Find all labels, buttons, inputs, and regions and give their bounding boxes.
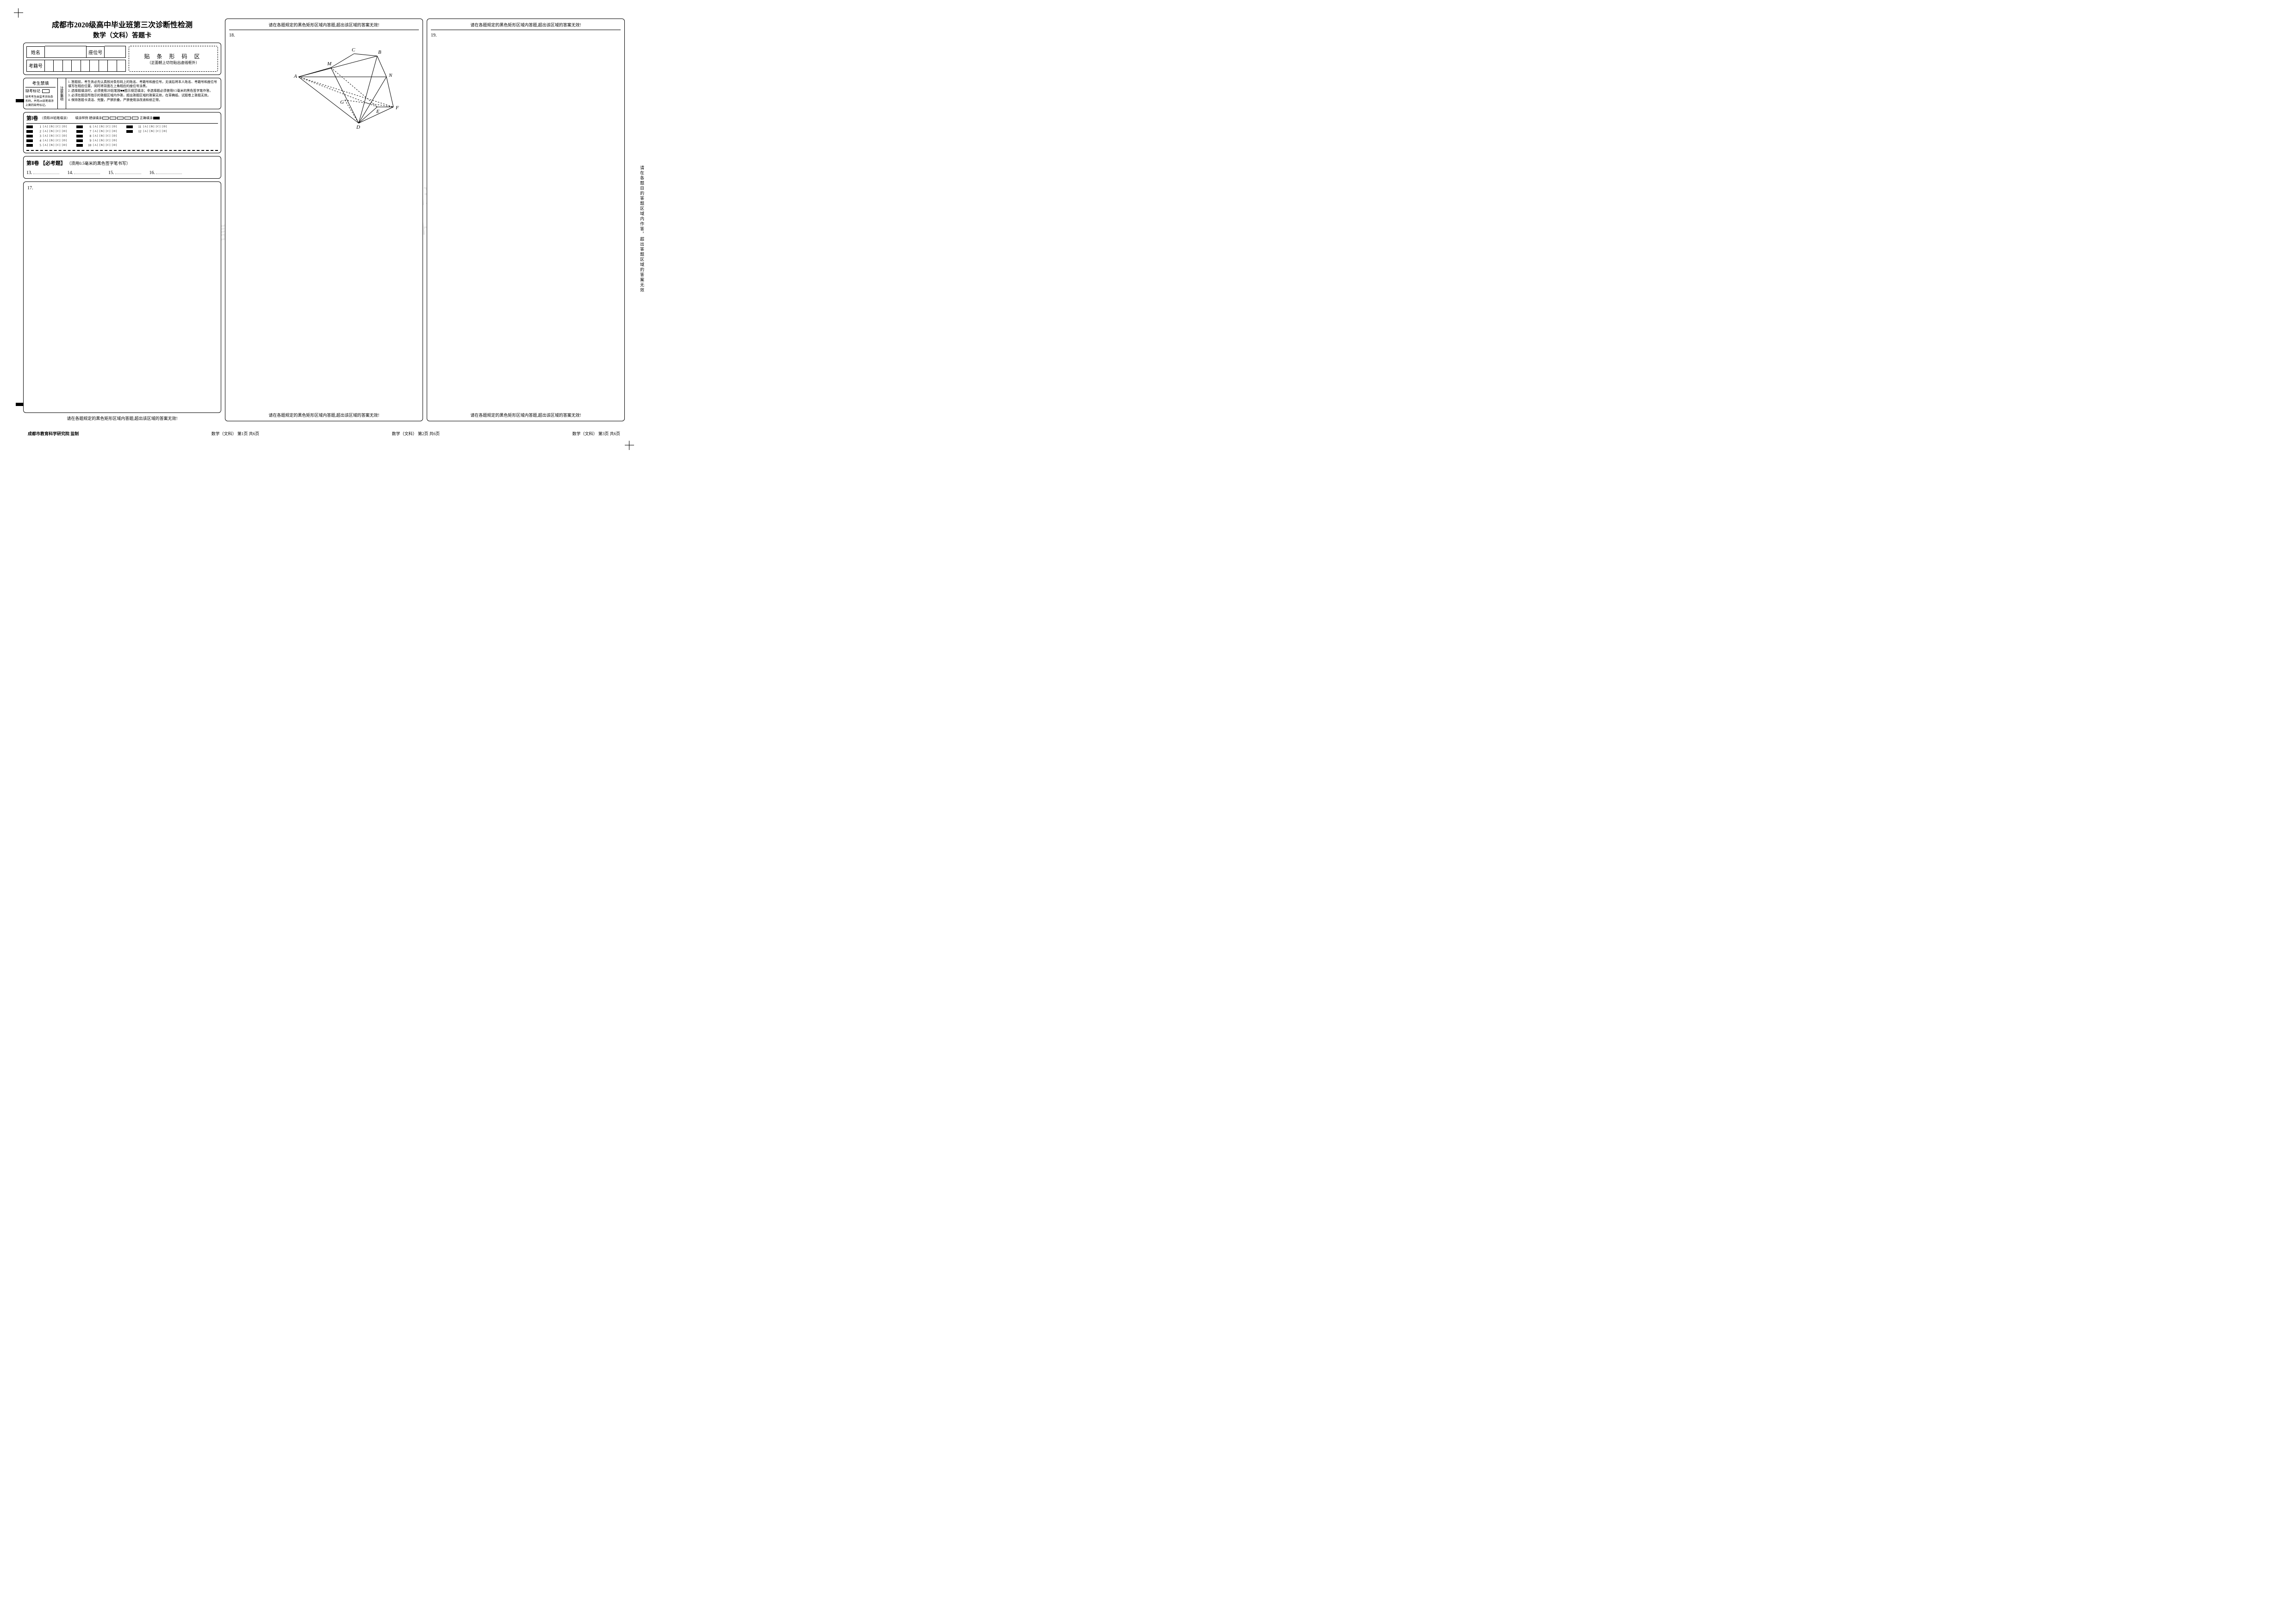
svg-text:F: F — [395, 105, 399, 111]
svg-text:G: G — [340, 100, 344, 105]
name-label: 姓名 — [26, 46, 45, 58]
info-panel: 姓名 座位号 考籍号 贴 条 形 码 区 （正面朝上切勿贴出虚线框外） — [23, 43, 221, 75]
mc-grid[interactable]: 1[A] [B] [C] [D]2[A] [B] [C] [D]3[A] [B]… — [26, 125, 218, 148]
rules-panel: 考生禁填 缺考标记 缺考考生由监考员贴条形码，并用2B铅笔填涂上面的缺考标记。 … — [23, 78, 221, 109]
mc-panel: 第Ⅰ卷 （须用2B铅笔填涂） 填涂样例 错误填涂 正确填涂 1[A] [B] [… — [23, 112, 221, 153]
absent-checkbox[interactable] — [42, 89, 50, 93]
name-input[interactable] — [45, 46, 87, 58]
side-hint: 请在各题目的答题区域内作答，超出答题区域的答案无效 — [639, 166, 645, 293]
svg-text:D: D — [356, 125, 360, 130]
svg-text:N: N — [388, 73, 392, 78]
crop-mark — [625, 441, 634, 450]
barcode-area: 贴 条 形 码 区 （正面朝上切勿贴出虚线框外） — [129, 46, 218, 72]
exam-id-cells[interactable] — [45, 60, 126, 72]
svg-text:M: M — [327, 61, 332, 67]
geometry-figure: A B C D E F G M N — [285, 44, 405, 142]
footer: 成都市教育科学研究院 监制 数学（文科） 第1页 共6页 数学（文科） 第2页 … — [23, 431, 625, 437]
crop-mark — [14, 8, 23, 18]
exam-id-label: 考籍号 — [26, 60, 45, 72]
svg-text:B: B — [378, 50, 381, 55]
svg-text:C: C — [352, 47, 355, 53]
svg-text:A: A — [293, 74, 297, 79]
q18-area[interactable]: 请在各题规定的黑色矩形区域内答题,超出该区域的答案无效! 18. — [225, 19, 423, 421]
q17-area[interactable]: 17. — [23, 181, 221, 413]
fill-row[interactable]: 13.14.15.16. — [26, 170, 218, 175]
page-subtitle: 数学（文科）答题卡 — [23, 31, 221, 40]
svg-text:E: E — [376, 109, 380, 114]
seat-input[interactable] — [105, 46, 126, 58]
section2-header: 第Ⅱ卷 【必考题】 （须用0.5毫米的黑色签字笔书写） 13.14.15.16. — [23, 156, 221, 179]
q19-area[interactable]: 请在各题规定的黑色矩形区域内答题,超出该区域的答案无效! 19. 请在各题规定的… — [427, 19, 625, 421]
seat-label: 座位号 — [87, 46, 105, 58]
page-title: 成都市2020级高中毕业班第三次诊断性检测 — [23, 19, 221, 30]
